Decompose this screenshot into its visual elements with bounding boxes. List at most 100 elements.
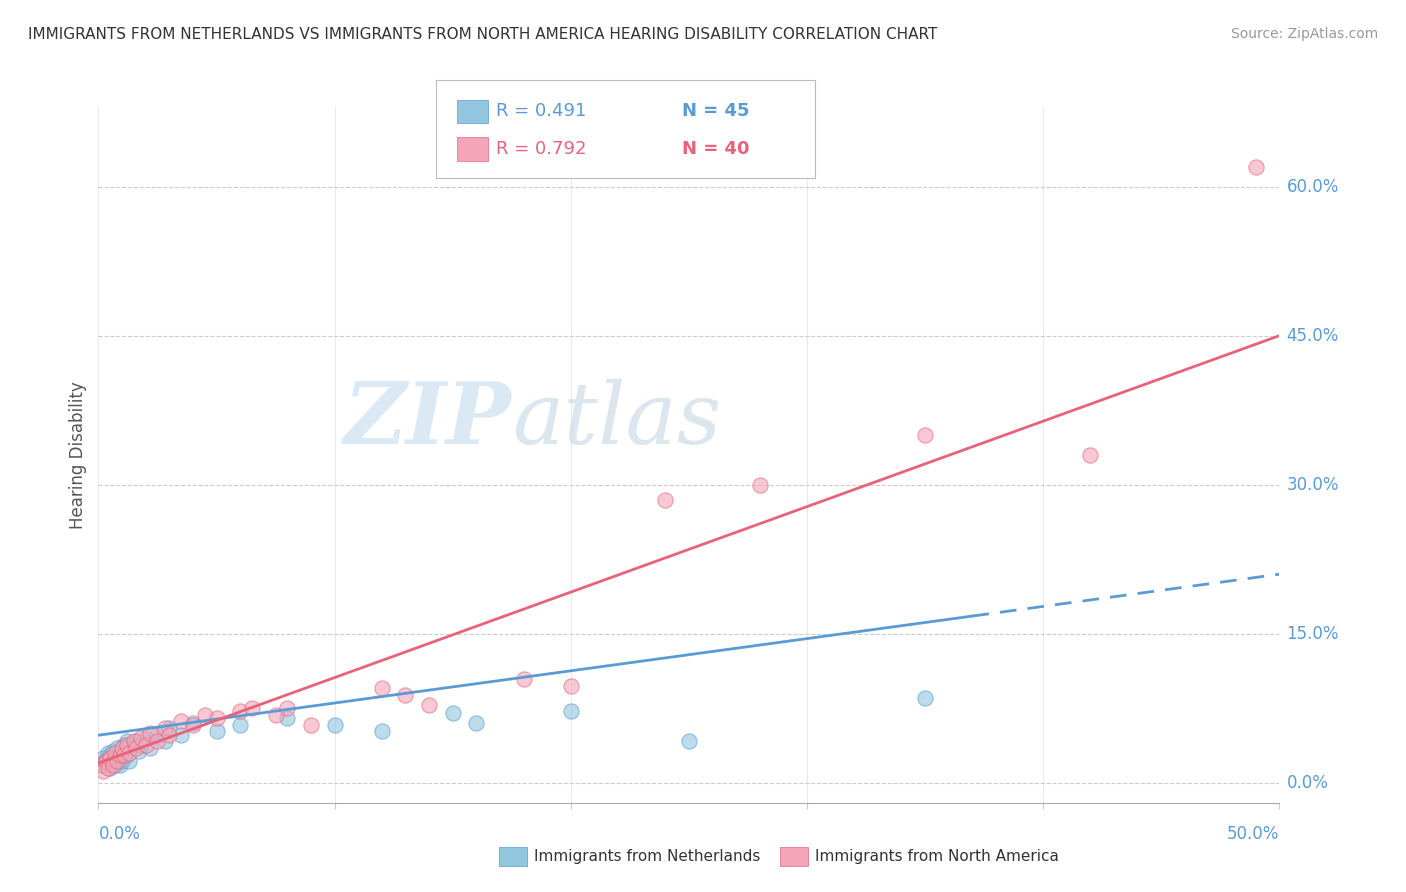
Text: 0.0%: 0.0% [1286, 774, 1329, 792]
Text: Immigrants from Netherlands: Immigrants from Netherlands [534, 849, 761, 863]
Point [90, 758, 112, 772]
Point [153, 734, 176, 748]
Point [181, 718, 204, 732]
Point [98, 748, 121, 763]
Point [91, 751, 114, 765]
Text: R = 0.792: R = 0.792 [496, 140, 586, 158]
Point [1080, 448, 1102, 462]
Point [146, 728, 169, 742]
Text: 15.0%: 15.0% [1286, 624, 1339, 643]
Point [299, 718, 322, 732]
Point [1244, 160, 1267, 174]
Point [101, 744, 124, 758]
Point [105, 741, 128, 756]
Point [914, 428, 936, 442]
Point [118, 746, 141, 760]
Point [654, 492, 676, 507]
Point [104, 751, 127, 765]
Point [205, 711, 228, 725]
Point [118, 754, 141, 768]
Point [97, 761, 120, 775]
Point [194, 708, 217, 723]
Point [108, 748, 131, 763]
Point [91, 758, 114, 772]
Point [153, 721, 176, 735]
Point [128, 744, 150, 758]
Text: Immigrants from North America: Immigrants from North America [815, 849, 1059, 863]
Text: 30.0%: 30.0% [1286, 475, 1339, 494]
Point [441, 706, 464, 721]
Point [678, 734, 700, 748]
Point [323, 718, 346, 732]
Text: N = 45: N = 45 [682, 103, 749, 120]
Point [111, 744, 134, 758]
Point [90, 756, 112, 770]
Point [371, 681, 394, 696]
Point [135, 731, 157, 746]
Point [104, 746, 127, 760]
Point [135, 738, 157, 752]
Text: 0.0%: 0.0% [98, 825, 141, 843]
Point [170, 728, 193, 742]
Point [115, 734, 138, 748]
Point [276, 701, 298, 715]
Point [512, 672, 534, 686]
Point [108, 748, 131, 763]
Point [394, 689, 416, 703]
Point [118, 741, 141, 756]
Point [139, 741, 162, 756]
Point [97, 758, 120, 772]
Point [157, 728, 180, 742]
Point [104, 758, 127, 772]
Point [98, 751, 121, 765]
Point [170, 714, 193, 729]
Point [264, 708, 287, 723]
Point [560, 704, 582, 718]
Point [115, 748, 138, 763]
Y-axis label: Hearing Disability: Hearing Disability [69, 381, 87, 529]
Point [748, 477, 770, 491]
Point [122, 738, 145, 752]
Point [418, 698, 440, 713]
Text: 50.0%: 50.0% [1227, 825, 1279, 843]
Point [240, 701, 263, 715]
Point [129, 738, 152, 752]
Point [146, 734, 169, 748]
Text: 60.0%: 60.0% [1286, 178, 1339, 195]
Point [111, 754, 134, 768]
Point [97, 746, 120, 760]
Text: Source: ZipAtlas.com: Source: ZipAtlas.com [1230, 27, 1378, 41]
Point [371, 724, 394, 739]
Point [112, 738, 135, 752]
Point [229, 704, 252, 718]
Point [122, 734, 145, 748]
Point [112, 751, 135, 765]
Point [94, 754, 117, 768]
Point [94, 754, 117, 768]
Point [560, 679, 582, 693]
Point [115, 738, 138, 752]
Point [101, 754, 124, 768]
Point [91, 764, 114, 778]
Point [914, 691, 936, 706]
Point [112, 748, 135, 763]
Point [125, 734, 148, 748]
Point [111, 741, 134, 756]
Point [108, 758, 131, 772]
Point [139, 726, 162, 740]
Text: IMMIGRANTS FROM NETHERLANDS VS IMMIGRANTS FROM NORTH AMERICA HEARING DISABILITY : IMMIGRANTS FROM NETHERLANDS VS IMMIGRANT… [28, 27, 938, 42]
Point [105, 754, 128, 768]
Text: atlas: atlas [512, 379, 721, 461]
Point [98, 761, 121, 775]
Text: R = 0.491: R = 0.491 [496, 103, 586, 120]
Point [125, 741, 148, 756]
Point [181, 716, 204, 731]
Point [101, 758, 124, 772]
Text: ZIP: ZIP [344, 378, 512, 462]
Point [157, 721, 180, 735]
Point [129, 731, 152, 746]
Text: 45.0%: 45.0% [1286, 326, 1339, 344]
Point [229, 718, 252, 732]
Text: N = 40: N = 40 [682, 140, 749, 158]
Point [276, 711, 298, 725]
